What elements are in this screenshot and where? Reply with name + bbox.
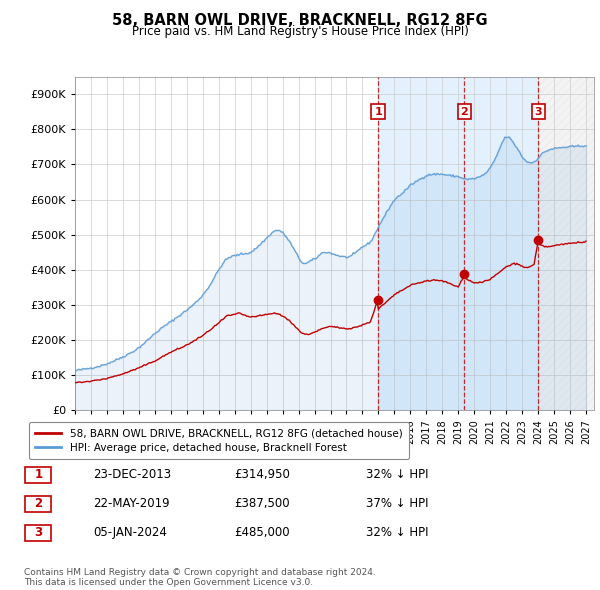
Bar	[378, 77, 464, 410]
Text: 1: 1	[374, 107, 382, 117]
Text: 22-MAY-2019: 22-MAY-2019	[93, 497, 170, 510]
Text: 58, BARN OWL DRIVE, BRACKNELL, RG12 8FG: 58, BARN OWL DRIVE, BRACKNELL, RG12 8FG	[112, 13, 488, 28]
Text: 05-JAN-2024: 05-JAN-2024	[93, 526, 167, 539]
Text: £387,500: £387,500	[234, 497, 290, 510]
Text: Price paid vs. HM Land Registry's House Price Index (HPI): Price paid vs. HM Land Registry's House …	[131, 25, 469, 38]
Text: 3: 3	[34, 526, 43, 539]
Text: 32% ↓ HPI: 32% ↓ HPI	[366, 468, 428, 481]
Text: £314,950: £314,950	[234, 468, 290, 481]
Text: 2: 2	[34, 497, 43, 510]
Bar	[538, 77, 594, 410]
Text: 32% ↓ HPI: 32% ↓ HPI	[366, 526, 428, 539]
Text: 37% ↓ HPI: 37% ↓ HPI	[366, 497, 428, 510]
Legend: 58, BARN OWL DRIVE, BRACKNELL, RG12 8FG (detached house), HPI: Average price, de: 58, BARN OWL DRIVE, BRACKNELL, RG12 8FG …	[29, 422, 409, 459]
Bar	[25, 467, 52, 483]
Text: £485,000: £485,000	[234, 526, 290, 539]
Bar	[464, 77, 538, 410]
Text: 2: 2	[461, 107, 469, 117]
Text: 1: 1	[34, 468, 43, 481]
Text: Contains HM Land Registry data © Crown copyright and database right 2024.
This d: Contains HM Land Registry data © Crown c…	[24, 568, 376, 587]
Bar	[25, 525, 52, 540]
Text: 3: 3	[535, 107, 542, 117]
Text: 23-DEC-2013: 23-DEC-2013	[93, 468, 171, 481]
Bar	[25, 496, 52, 512]
